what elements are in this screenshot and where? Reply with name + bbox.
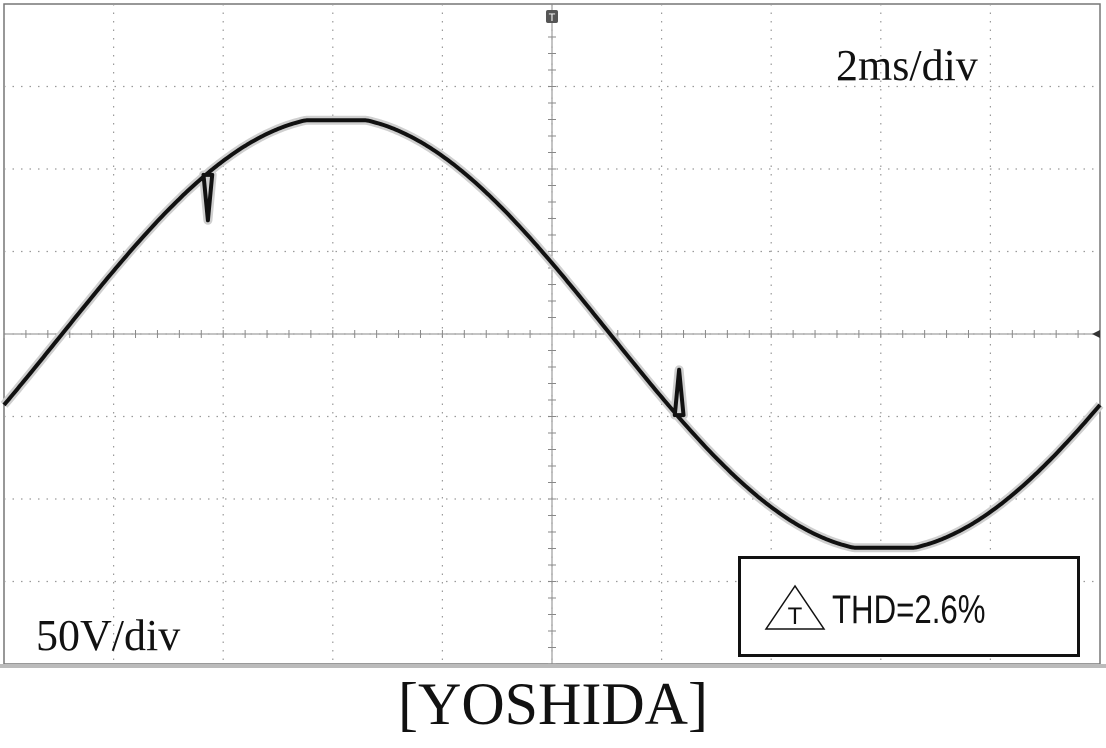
trace-line	[2, 118, 1102, 550]
scope-markers: T	[0, 10, 1106, 668]
trigger-level-arrow	[1092, 330, 1100, 338]
thd-annotation-box	[738, 556, 1080, 657]
oscilloscope-plot: T	[0, 3, 1106, 668]
trigger-position-marker	[546, 10, 558, 23]
waveform-trace	[0, 115, 1104, 553]
timebase-label: 2ms/div	[836, 41, 978, 90]
status-strip	[0, 664, 1106, 668]
figure-caption: [YOSHIDA]	[398, 671, 708, 737]
thd-icon-letter: T	[788, 603, 803, 630]
triangle-t-icon: T	[764, 584, 826, 630]
volt-scale-label: 50V/div	[36, 611, 181, 660]
thd-value: THD=2.6%	[832, 588, 986, 632]
trigger-marker-letter: T	[549, 12, 556, 24]
